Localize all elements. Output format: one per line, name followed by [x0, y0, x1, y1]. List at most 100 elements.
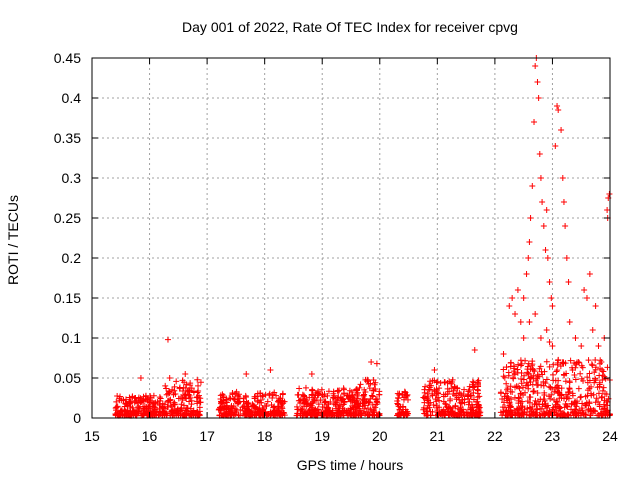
- data-point: [515, 361, 522, 368]
- data-points: [112, 55, 613, 419]
- data-point: [555, 377, 562, 384]
- data-point: [592, 357, 599, 364]
- data-point: [182, 394, 189, 401]
- data-point: [436, 385, 443, 392]
- data-point: [276, 411, 283, 418]
- data-point: [456, 389, 463, 396]
- data-point: [131, 409, 138, 416]
- data-point: [310, 396, 317, 403]
- data-point: [554, 399, 561, 406]
- data-point: [557, 363, 564, 370]
- data-point: [296, 385, 303, 392]
- data-point: [581, 287, 588, 293]
- data-point: [277, 395, 284, 402]
- data-point: [553, 368, 560, 375]
- data-point: [571, 371, 578, 378]
- data-point: [401, 394, 408, 401]
- plot-frame: [91, 57, 611, 419]
- data-point: [543, 376, 550, 383]
- data-point: [359, 396, 366, 403]
- data-point: [604, 364, 611, 371]
- x-tick-label: 23: [545, 428, 561, 444]
- data-point: [302, 384, 309, 391]
- data-point: [300, 392, 307, 399]
- data-point: [249, 401, 256, 408]
- data-point: [180, 412, 187, 419]
- data-point: [470, 383, 477, 390]
- data-point: [264, 398, 271, 405]
- data-point: [536, 151, 543, 157]
- data-point: [272, 409, 279, 416]
- data-point: [457, 399, 464, 406]
- data-point: [131, 399, 138, 406]
- data-point: [119, 407, 126, 414]
- data-point: [515, 394, 522, 401]
- data-point: [240, 398, 247, 405]
- data-point: [438, 408, 445, 415]
- data-point: [537, 175, 544, 181]
- data-point: [578, 362, 585, 369]
- data-point: [279, 391, 286, 398]
- data-point: [551, 397, 558, 404]
- data-point: [129, 394, 136, 401]
- data-point: [217, 407, 224, 414]
- data-point: [514, 406, 521, 413]
- data-point: [518, 412, 525, 419]
- data-point: [426, 386, 433, 393]
- data-point: [115, 411, 122, 418]
- data-point: [404, 410, 411, 417]
- data-point: [448, 385, 455, 392]
- data-point: [543, 207, 550, 213]
- data-point: [436, 397, 443, 404]
- data-point: [554, 359, 561, 366]
- data-point: [536, 411, 543, 418]
- data-point: [371, 381, 378, 388]
- data-point: [219, 391, 226, 398]
- x-tick-label: 17: [199, 428, 215, 444]
- data-point: [256, 399, 263, 406]
- data-point: [194, 376, 201, 383]
- data-point: [564, 403, 571, 410]
- data-point: [466, 387, 473, 394]
- data-point: [592, 364, 599, 371]
- data-point: [305, 401, 312, 408]
- data-point: [444, 379, 451, 386]
- data-point: [466, 398, 473, 405]
- data-point: [600, 384, 607, 391]
- data-point: [373, 360, 380, 367]
- data-point: [596, 381, 603, 388]
- data-point: [514, 366, 521, 373]
- data-point: [604, 207, 611, 213]
- data-point: [172, 410, 179, 417]
- x-tick-label: 21: [430, 428, 446, 444]
- data-point: [242, 393, 249, 400]
- data-point: [549, 343, 556, 349]
- data-point: [520, 335, 527, 341]
- data-point: [472, 408, 479, 415]
- data-point: [558, 392, 565, 399]
- data-point: [322, 398, 329, 405]
- data-point: [503, 380, 510, 387]
- data-point: [167, 396, 174, 403]
- data-point: [580, 410, 587, 417]
- y-tick-label: 0.25: [54, 210, 81, 226]
- data-point: [599, 393, 606, 400]
- data-point: [536, 401, 543, 408]
- data-point: [525, 371, 532, 378]
- data-point: [452, 402, 459, 409]
- axis-ticks: [91, 57, 611, 419]
- data-point: [329, 394, 336, 401]
- data-point: [126, 412, 133, 419]
- data-point: [356, 403, 363, 410]
- data-point: [336, 387, 343, 394]
- data-point: [524, 398, 531, 405]
- data-point: [569, 392, 576, 399]
- data-point: [580, 411, 587, 418]
- data-point: [543, 358, 550, 365]
- data-point: [589, 327, 596, 333]
- data-point: [526, 239, 533, 245]
- data-point: [583, 295, 590, 301]
- data-point: [563, 402, 570, 409]
- data-point: [464, 393, 471, 400]
